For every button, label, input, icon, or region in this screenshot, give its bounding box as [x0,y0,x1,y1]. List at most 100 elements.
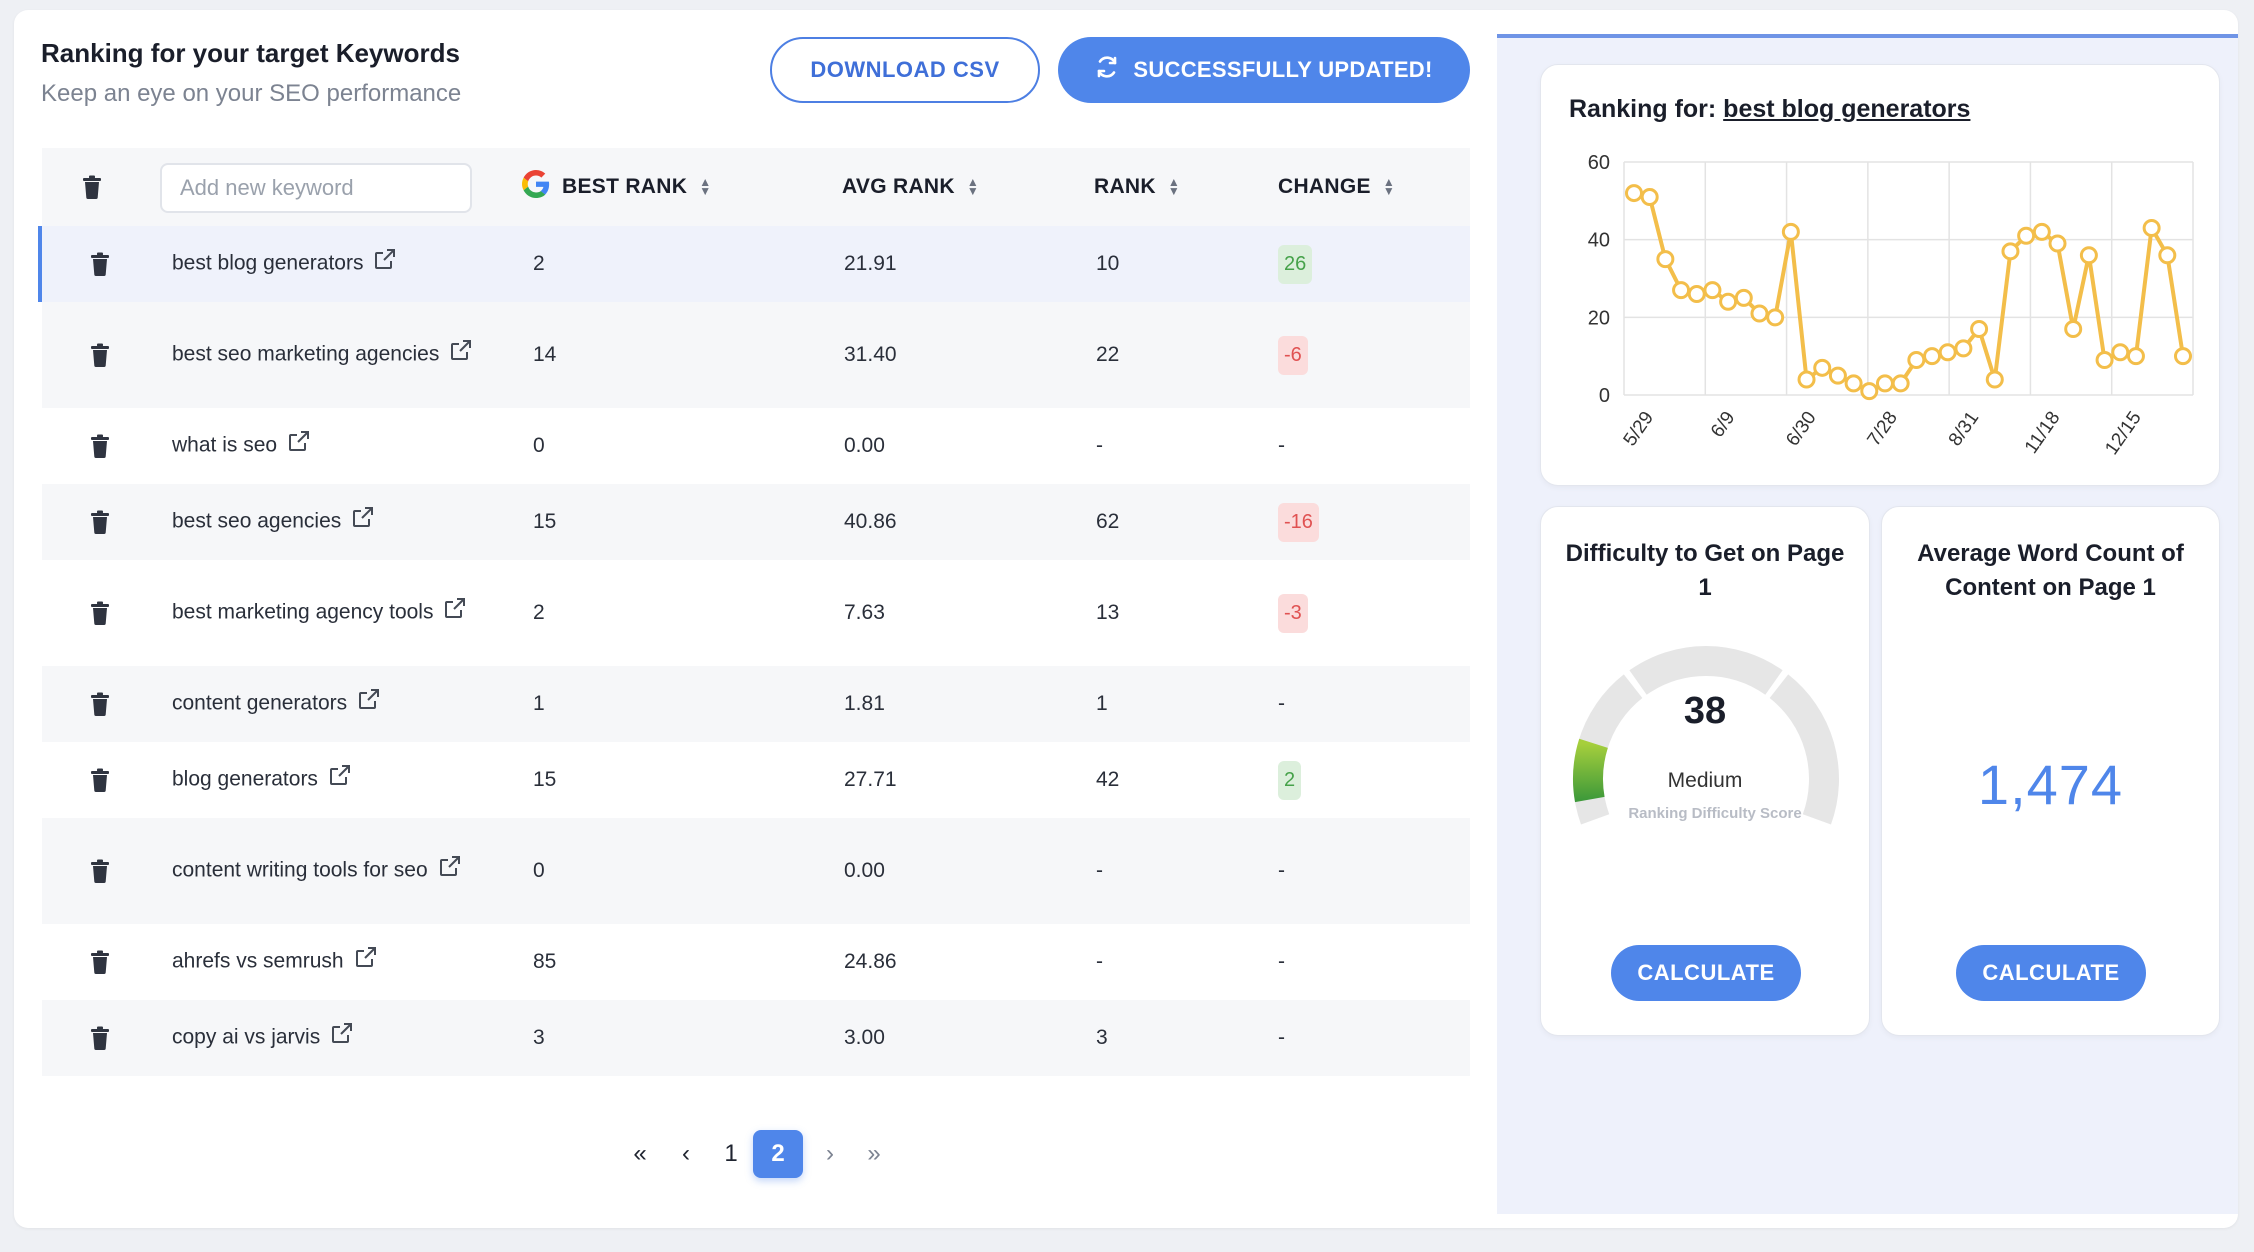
external-link-icon[interactable] [330,1021,354,1055]
table-row[interactable]: ahrefs vs semrush 85 24.86 - - [42,924,1470,1000]
delete-keyword-icon[interactable] [90,1026,112,1050]
column-best-rank[interactable]: BEST RANK ▲ ▼ [522,148,711,226]
keyword-cell: content generators [172,666,502,742]
y-tick-label: 60 [1588,152,1610,174]
external-link-icon[interactable] [443,596,467,630]
chart-keyword-link[interactable]: best blog generators [1723,95,1971,123]
data-point [1766,308,1785,327]
x-tick-label: 6/30 [1782,408,1820,450]
delete-keyword-icon[interactable] [90,252,112,276]
column-change[interactable]: CHANGE ▲ ▼ [1278,148,1395,226]
change-cell: - [1278,666,1285,742]
external-link-icon[interactable] [373,247,397,281]
table-row[interactable]: what is seo 0 0.00 - - [42,408,1470,484]
change-badge: 26 [1278,244,1313,284]
page-2-button[interactable]: 2 [753,1130,803,1178]
sort-icon: ▲ ▼ [1382,175,1395,198]
delete-keyword-icon[interactable] [90,768,112,792]
change-cell: -6 [1278,302,1308,408]
data-point [1923,347,1942,366]
y-tick-label: 0 [1599,385,1610,407]
keyword-text: best marketing agency tools [172,600,434,624]
x-tick-label: 12/15 [2101,408,2145,459]
keyword-text: copy ai vs jarvis [172,1025,321,1049]
table-row[interactable]: blog generators 15 27.71 42 2 [42,742,1470,818]
change-cell: 26 [1278,226,1313,302]
keyword-text: best blog generators [172,251,364,275]
column-rank[interactable]: RANK ▲ ▼ [1094,148,1180,226]
delete-keyword-icon[interactable] [90,343,112,367]
keyword-text: best seo marketing agencies [172,342,440,366]
data-point [2158,246,2177,265]
table-row[interactable]: content generators 1 1.81 1 - [42,666,1470,742]
avg-rank-cell: 7.63 [844,601,885,624]
table-row[interactable]: best marketing agency tools 2 7.63 13 -3 [42,560,1470,666]
next-page-button[interactable]: › [826,1140,834,1167]
rank-cell: 3 [1096,1026,1108,1049]
calculate-word-count-button[interactable]: CALCULATE [1956,945,2146,1001]
table-row[interactable]: best seo agencies 15 40.86 62 -16 [42,484,1470,560]
last-page-button[interactable]: » [867,1140,881,1167]
table-row[interactable]: copy ai vs jarvis 3 3.00 3 - [42,1000,1470,1076]
refresh-status-button[interactable]: SUCCESSFULLY UPDATED! [1058,37,1470,103]
first-page-button[interactable]: « [633,1140,647,1167]
page-1-button[interactable]: 1 [724,1140,738,1167]
word-count-title: Average Word Count of Content on Page 1 [1917,540,2184,601]
delete-keyword-icon[interactable] [90,692,112,716]
table-row[interactable]: content writing tools for seo 0 0.00 - - [42,818,1470,924]
data-point [2001,242,2020,261]
difficulty-title: Difficulty to Get on Page 1 [1565,540,1845,601]
external-link-icon[interactable] [287,429,311,463]
rank-cell: - [1096,859,1103,882]
change-value: - [1278,950,1285,973]
data-point [1938,343,1957,362]
delete-keyword-icon[interactable] [90,434,112,458]
chart-title-label: Ranking for: [1569,95,1717,123]
change-cell: - [1278,818,1285,924]
data-point [1970,319,1989,338]
external-link-icon[interactable] [449,338,473,372]
change-cell: - [1278,408,1285,484]
delete-keyword-icon[interactable] [90,601,112,625]
avg-rank-cell: 0.00 [844,434,885,457]
prev-page-button[interactable]: ‹ [682,1140,690,1167]
column-avg-rank[interactable]: AVG RANK ▲ ▼ [842,148,979,226]
insights-panel: Ranking for: best blog generators 0 20 40 6… [1497,34,2238,1214]
external-link-icon[interactable] [351,505,375,539]
keyword-cell: ahrefs vs semrush [172,924,502,1000]
data-point [1844,374,1863,393]
gauge-fill [1573,738,1608,803]
change-cell: -3 [1278,560,1308,666]
keyword-text: content generators [172,691,348,715]
table-row[interactable]: best blog generators 2 21.91 10 26 [38,226,1470,302]
external-link-icon[interactable] [328,763,352,797]
word-count-value: 1,474 [1977,753,2124,816]
data-point [2064,319,2083,338]
external-link-icon[interactable] [354,945,378,979]
data-point [1703,281,1722,300]
keyword-text: ahrefs vs semrush [172,949,344,973]
add-keyword-input[interactable] [160,163,472,213]
data-point [1985,370,2004,389]
calculate-difficulty-button[interactable]: CALCULATE [1611,945,1801,1001]
word-count-card: Average Word Count of Content on Page 1 … [1881,506,2220,1036]
delete-keyword-icon[interactable] [90,510,112,534]
trash-icon[interactable] [82,175,104,199]
external-link-icon[interactable] [357,687,381,721]
google-icon [522,170,550,204]
page-subtitle: Keep an eye on your SEO performance [41,80,462,107]
table-row[interactable]: best seo marketing agencies 14 31.40 22 -6 [42,302,1470,408]
rank-cell: 13 [1096,601,1120,624]
data-point [2048,234,2067,253]
download-csv-button[interactable]: DOWNLOAD CSV [770,37,1040,103]
rank-cell: - [1096,950,1103,973]
data-point [1875,374,1894,393]
data-point [1907,351,1926,370]
delete-keyword-icon[interactable] [90,950,112,974]
avg-rank-cell: 1.81 [844,692,885,715]
keyword-cell: best seo marketing agencies [172,302,502,408]
change-badge: -3 [1278,593,1308,633]
external-link-icon[interactable] [438,854,462,888]
keyword-cell: copy ai vs jarvis [172,1000,502,1076]
delete-keyword-icon[interactable] [90,859,112,883]
